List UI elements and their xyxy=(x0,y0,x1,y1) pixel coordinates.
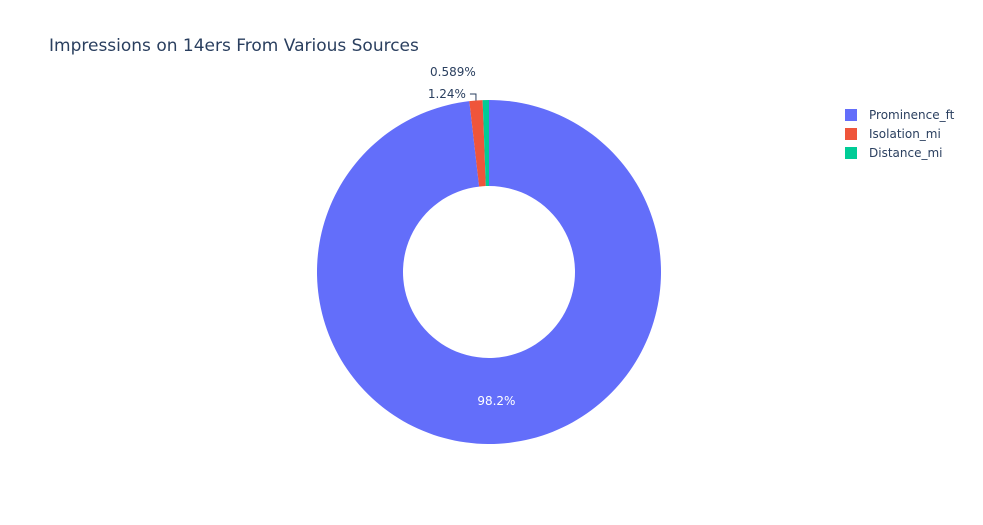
leader-line-isolation-mi xyxy=(469,93,477,101)
slice-isolation-mi[interactable] xyxy=(469,100,486,187)
legend-swatch xyxy=(845,128,857,140)
legend-item-distance-mi[interactable]: Distance_mi xyxy=(845,146,943,160)
legend-label: Isolation_mi xyxy=(869,127,941,141)
slice-distance-mi[interactable] xyxy=(482,100,489,187)
chart-title: Impressions on 14ers From Various Source… xyxy=(49,36,419,56)
percent-label-distance-mi: 0.589% xyxy=(430,65,476,79)
legend-item-prominence-ft[interactable]: Prominence_ft xyxy=(845,108,955,122)
slice-prominence-ft[interactable] xyxy=(317,100,661,445)
percent-label-isolation-mi: 1.24% xyxy=(428,87,466,101)
slices-group xyxy=(317,100,661,445)
legend-item-isolation-mi[interactable]: Isolation_mi xyxy=(845,127,941,141)
legend-label: Distance_mi xyxy=(869,146,943,160)
legend-swatch xyxy=(845,147,857,159)
legend: Prominence_ft Isolation_mi Distance_mi xyxy=(845,108,955,160)
legend-swatch xyxy=(845,109,857,121)
labels-group: 98.2% 1.24% 0.589% xyxy=(428,65,516,408)
percent-label-prominence-ft: 98.2% xyxy=(477,394,515,408)
legend-label: Prominence_ft xyxy=(869,108,955,122)
